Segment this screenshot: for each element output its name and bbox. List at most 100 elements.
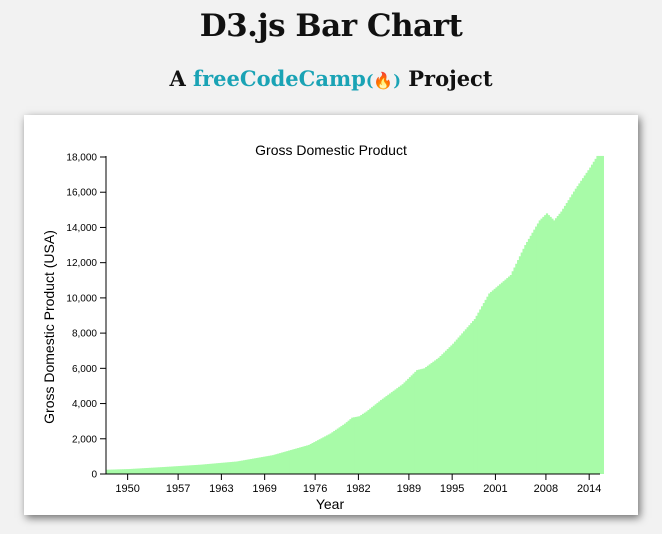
- bar[interactable]: [217, 463, 220, 474]
- bar[interactable]: [280, 452, 284, 474]
- bar[interactable]: [271, 455, 275, 474]
- bar[interactable]: [560, 211, 563, 474]
- bar[interactable]: [106, 469, 109, 474]
- bar[interactable]: [360, 415, 363, 474]
- bar[interactable]: [594, 158, 597, 474]
- bar[interactable]: [224, 462, 228, 474]
- bar[interactable]: [122, 469, 125, 474]
- bar[interactable]: [502, 281, 505, 474]
- bar[interactable]: [508, 276, 511, 474]
- bar[interactable]: [403, 382, 406, 474]
- bar[interactable]: [219, 462, 222, 474]
- bar[interactable]: [347, 420, 350, 474]
- bar[interactable]: [412, 373, 415, 474]
- bar[interactable]: [432, 361, 435, 474]
- bar[interactable]: [140, 468, 143, 474]
- bar[interactable]: [279, 453, 282, 474]
- bar[interactable]: [441, 354, 444, 474]
- bar[interactable]: [131, 468, 134, 474]
- bar[interactable]: [482, 303, 486, 474]
- bar[interactable]: [408, 377, 412, 474]
- bar[interactable]: [288, 450, 291, 474]
- bar[interactable]: [333, 431, 336, 474]
- bar[interactable]: [289, 450, 293, 474]
- bar[interactable]: [569, 197, 572, 474]
- bar[interactable]: [125, 469, 129, 474]
- bar[interactable]: [596, 155, 599, 474]
- bar[interactable]: [558, 213, 561, 475]
- bar[interactable]: [396, 388, 399, 474]
- bar[interactable]: [497, 285, 500, 474]
- bar[interactable]: [562, 208, 565, 474]
- bar[interactable]: [385, 396, 388, 474]
- bar[interactable]: [362, 413, 365, 474]
- bar[interactable]: [178, 466, 181, 474]
- bar[interactable]: [367, 410, 370, 474]
- bar[interactable]: [554, 218, 558, 474]
- bar[interactable]: [358, 416, 361, 474]
- bar[interactable]: [425, 367, 428, 474]
- bar[interactable]: [574, 188, 577, 474]
- bar[interactable]: [371, 407, 374, 474]
- bar[interactable]: [398, 386, 401, 474]
- bar[interactable]: [410, 375, 413, 474]
- bar[interactable]: [214, 463, 217, 474]
- bar[interactable]: [262, 456, 266, 474]
- bar[interactable]: [115, 469, 118, 474]
- bar[interactable]: [282, 452, 285, 474]
- bar[interactable]: [250, 458, 253, 474]
- bar[interactable]: [374, 404, 377, 474]
- bar[interactable]: [327, 434, 330, 474]
- bar[interactable]: [522, 248, 525, 474]
- bar[interactable]: [515, 263, 518, 474]
- bar[interactable]: [194, 465, 197, 474]
- bar[interactable]: [261, 457, 264, 474]
- bar[interactable]: [266, 456, 269, 474]
- bar[interactable]: [120, 469, 123, 474]
- bar[interactable]: [329, 433, 332, 474]
- bar[interactable]: [459, 335, 462, 474]
- bar[interactable]: [311, 443, 314, 474]
- bar[interactable]: [475, 315, 478, 474]
- bar[interactable]: [257, 457, 260, 474]
- bar[interactable]: [210, 463, 213, 474]
- bar[interactable]: [268, 455, 271, 474]
- bar[interactable]: [381, 398, 385, 474]
- bar[interactable]: [203, 464, 206, 474]
- bar[interactable]: [500, 282, 504, 474]
- bar[interactable]: [183, 465, 186, 474]
- bar[interactable]: [380, 400, 383, 474]
- bar[interactable]: [414, 371, 417, 474]
- bar[interactable]: [304, 445, 307, 474]
- bar[interactable]: [109, 469, 112, 474]
- bar[interactable]: [369, 408, 372, 474]
- bar[interactable]: [434, 360, 437, 474]
- bar[interactable]: [275, 454, 278, 474]
- bar[interactable]: [531, 232, 534, 474]
- bar[interactable]: [535, 226, 538, 474]
- bar[interactable]: [481, 306, 484, 474]
- bar[interactable]: [524, 245, 527, 474]
- bar[interactable]: [517, 260, 520, 474]
- bar[interactable]: [581, 178, 585, 474]
- bar[interactable]: [174, 466, 177, 474]
- bar[interactable]: [142, 468, 145, 474]
- bar[interactable]: [143, 468, 147, 474]
- bar[interactable]: [133, 468, 136, 474]
- bar[interactable]: [540, 218, 543, 474]
- bar[interactable]: [444, 350, 448, 474]
- bar[interactable]: [118, 469, 121, 474]
- bar[interactable]: [526, 241, 529, 474]
- bar[interactable]: [338, 427, 341, 474]
- bar[interactable]: [244, 459, 248, 474]
- bar[interactable]: [387, 394, 390, 474]
- bar[interactable]: [490, 291, 493, 474]
- freecodecamp-link[interactable]: freeCodeCamp(🔥): [193, 66, 401, 91]
- bar[interactable]: [394, 389, 397, 474]
- bar[interactable]: [176, 466, 179, 474]
- bar[interactable]: [196, 464, 199, 474]
- bar[interactable]: [479, 309, 482, 474]
- bar[interactable]: [592, 161, 595, 474]
- bar[interactable]: [302, 446, 305, 474]
- bar[interactable]: [134, 468, 138, 474]
